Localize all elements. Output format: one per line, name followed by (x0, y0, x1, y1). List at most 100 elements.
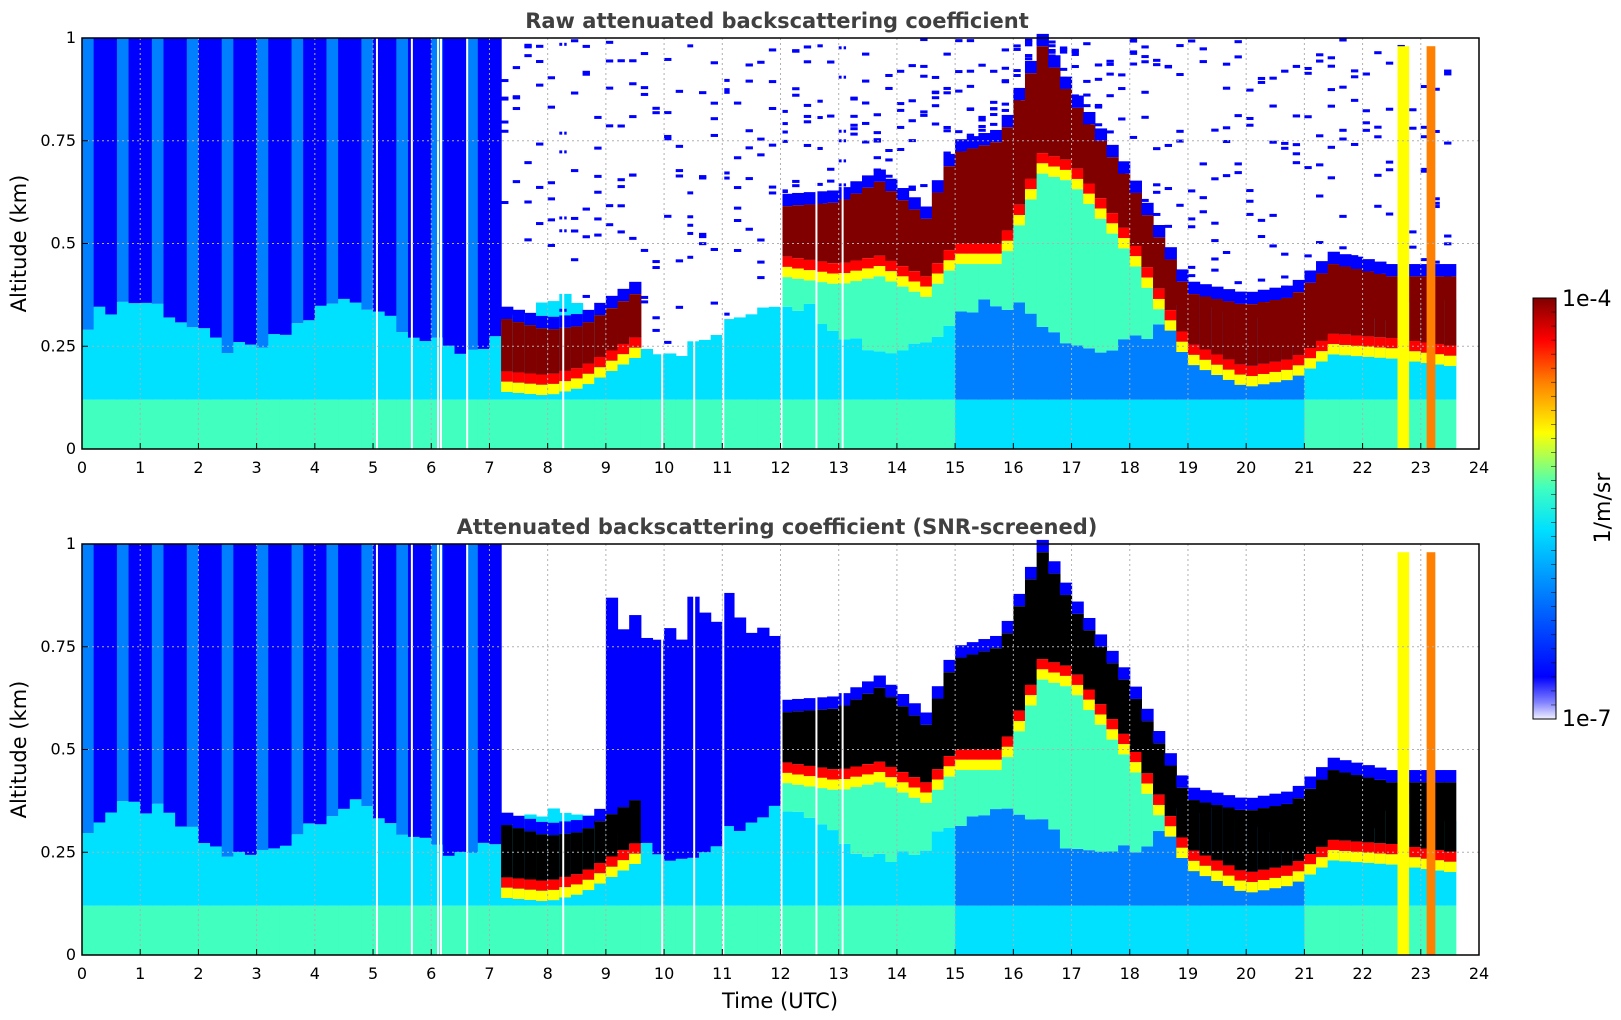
cloud-edge (1164, 310, 1177, 321)
boundary-layer-cell (722, 319, 735, 400)
subcloud-cell (1048, 682, 1061, 830)
x-tick-label: 13 (829, 458, 849, 477)
noise-speckle (1327, 64, 1336, 68)
noise-speckle (1374, 125, 1382, 129)
cloud-halo (1292, 279, 1305, 293)
noise-speckle (1001, 79, 1010, 83)
cloud-edge (1339, 345, 1352, 356)
aerosol-cell (1385, 399, 1399, 449)
cloud-edge (1141, 267, 1154, 278)
noise-speckle (745, 129, 753, 133)
upper-air-cell (361, 38, 374, 310)
cloud-edge (1350, 335, 1364, 346)
colorbar: 1e-4 1e-7 1/m/sr (1532, 287, 1616, 732)
noise-speckle (512, 66, 521, 70)
cloud-edge (990, 749, 1003, 760)
heatmap-column (1362, 765, 1375, 955)
boundary-layer-cell (268, 848, 281, 906)
aerosol-cell (931, 905, 945, 955)
aerosol-cell (594, 905, 607, 955)
aerosol-cell (140, 905, 153, 955)
cloud-edge (501, 877, 514, 888)
cloud-edge (885, 766, 898, 778)
cloud-halo (501, 306, 514, 320)
noise-speckle (1141, 45, 1149, 49)
cloud-cell (1327, 264, 1340, 334)
subcloud-cell (966, 770, 980, 817)
noise-speckle (908, 187, 916, 191)
aerosol-cell (175, 399, 188, 449)
cloud-edge (1048, 166, 1061, 177)
upper-air-cell (640, 637, 654, 843)
upper-air-cell (373, 544, 386, 819)
subcloud-cell (1094, 724, 1108, 852)
data-gap (375, 38, 378, 449)
aerosol-cell (1024, 905, 1038, 955)
cloud-edge (955, 243, 968, 254)
cloud-edge (1269, 371, 1282, 383)
noise-speckle (652, 316, 660, 320)
aerosol-cell (1013, 399, 1026, 449)
upper-air-cell (454, 38, 467, 354)
heatmap-column (128, 38, 141, 449)
noise-speckle (1350, 75, 1359, 79)
noise-speckle (1246, 116, 1254, 120)
heatmap-column (489, 544, 502, 955)
heatmap-column (955, 645, 968, 955)
x-tick-label: 2 (193, 458, 203, 477)
boundary-layer-cell (908, 343, 921, 400)
upper-air-cell (256, 38, 269, 348)
upper-air-cell (105, 38, 118, 315)
aerosol-cell (908, 905, 921, 955)
aerosol-cell (722, 905, 735, 955)
noise-speckle (547, 218, 556, 222)
cloud-edge (1187, 344, 1201, 355)
boundary-layer-cell (1141, 846, 1154, 906)
colorbar-unit-label: 1/m/sr (1591, 472, 1616, 544)
cloud-cell (908, 209, 921, 272)
noise-speckle (605, 223, 614, 227)
y-axis-ticks: 00.250.50.751 (40, 28, 88, 458)
noise-speckle (675, 259, 684, 263)
boundary-layer-cell (850, 853, 863, 906)
noise-speckle (1176, 129, 1184, 133)
noise-speckle (943, 86, 951, 90)
cloud-edge (1350, 841, 1364, 852)
cloud-halo (1246, 797, 1259, 811)
noise-speckle (582, 235, 590, 239)
aerosol-cell (1211, 905, 1224, 955)
subcloud-cell (920, 296, 933, 343)
cloud-cell (1444, 782, 1457, 852)
upper-air-cell (384, 38, 397, 316)
heatmap-column (1153, 58, 1166, 449)
boundary-layer-cell (1316, 352, 1329, 400)
noise-speckle (1234, 281, 1242, 285)
heatmap-column (1118, 667, 1131, 955)
cloud-cell (827, 708, 840, 770)
cloud-edge (1385, 844, 1399, 855)
heatmap-column (477, 544, 491, 955)
x-tick-label: 4 (310, 964, 320, 983)
upper-air-cell (477, 38, 491, 349)
heatmap-column (815, 44, 828, 449)
aerosol-cell (699, 399, 712, 449)
noise-speckle (1024, 57, 1033, 61)
heatmap-column (1374, 51, 1387, 449)
aerosol-cell (1059, 905, 1073, 955)
subcloud-cell (1001, 757, 1014, 809)
boundary-layer-cell (699, 852, 712, 906)
heatmap-column (210, 544, 223, 955)
cloud-halo (908, 197, 921, 210)
noise-speckle (1106, 72, 1114, 76)
cloud-cell (617, 807, 630, 850)
heatmap-column (105, 544, 118, 955)
aerosol-cell (361, 399, 374, 449)
aerosol-cell (151, 399, 165, 449)
noise-speckle (640, 86, 649, 90)
cloud-halo (1048, 55, 1061, 68)
heatmap-column (978, 639, 991, 955)
noise-speckle (1281, 146, 1289, 150)
boundary-layer-cell (990, 809, 1003, 906)
aerosol-cell (1362, 905, 1375, 955)
cloud-cell (1281, 803, 1294, 866)
